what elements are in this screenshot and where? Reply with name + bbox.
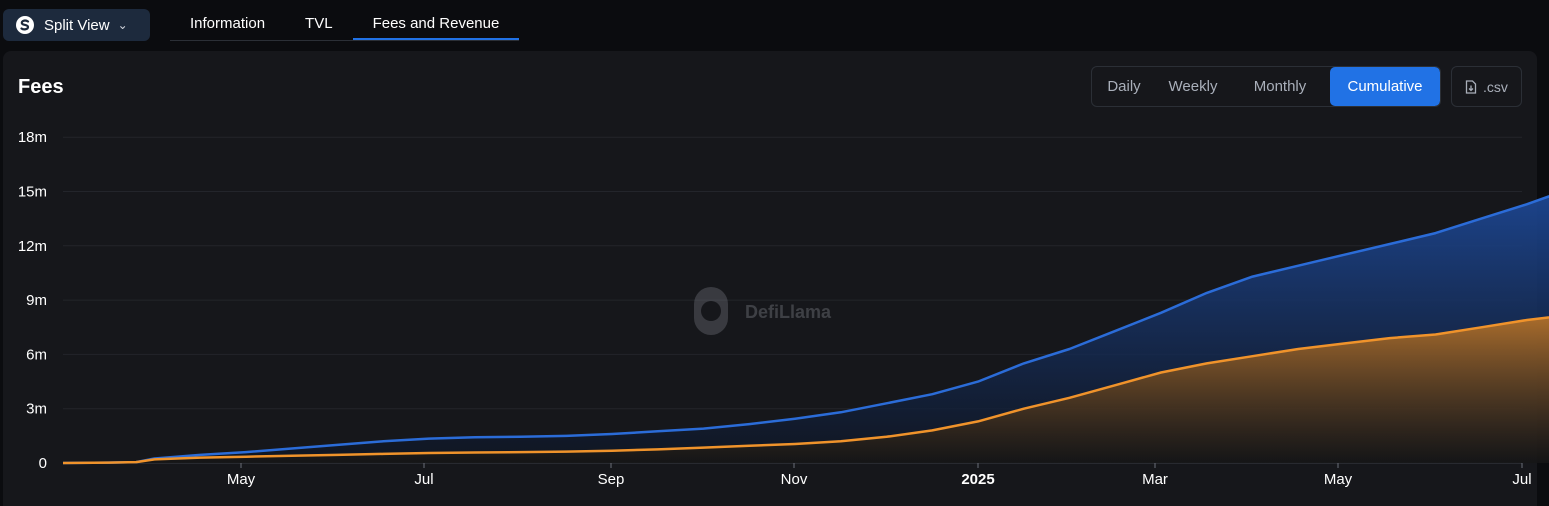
csv-download-button[interactable]: .csv [1451,66,1522,107]
split-view-button[interactable]: Split View ⌄ [3,9,150,41]
y-axis: 0 3m 6m 9m 12m 18m 15m [18,129,47,472]
series-line-fees [62,195,1549,465]
cumulative-button[interactable]: Cumulative [1330,67,1440,106]
watermark-text: DefiLlama [745,302,832,322]
top-bar: Split View ⌄ Information TVL Fees and Re… [0,0,1549,48]
series-area-revenue [63,317,1549,463]
y-tick-label: 15m [18,184,47,201]
x-tick-label: Jul [414,471,433,488]
period-toggle-group: Daily Weekly Monthly Cumulative [1091,66,1441,107]
tab-bar: Information TVL Fees and Revenue [170,9,520,41]
csv-label: .csv [1483,78,1508,95]
weekly-button[interactable]: Weekly [1168,78,1218,95]
split-view-label: Split View [44,16,110,34]
y-tick-label: 6m [26,346,47,363]
monthly-button[interactable]: Monthly [1253,78,1307,95]
x-tick-label: May [227,471,256,488]
defillama-watermark: DefiLlama [694,287,832,335]
x-tick-label: Nov [781,471,808,488]
x-axis: May Jul Sep Nov 2025 Mar May Jul [227,463,1532,488]
y-tick-label: 18m [18,129,47,146]
x-tick-label: 2025 [961,471,994,488]
tab-fees-and-revenue[interactable]: Fees and Revenue [352,9,520,40]
x-tick-label: Mar [1142,471,1168,488]
split-view-logo-icon [16,16,34,34]
x-tick-label: May [1324,471,1353,488]
file-download-icon [1465,79,1477,94]
y-tick-label: 3m [26,401,47,418]
x-tick-label: Sep [598,471,625,488]
chevron-down-icon: ⌄ [117,18,128,32]
daily-button[interactable]: Daily [1107,78,1141,95]
chart-areas [62,195,1549,465]
y-tick-label: 12m [18,238,47,255]
x-tick-label: Jul [1512,471,1531,488]
y-tick-label: 9m [26,292,47,309]
y-tick-label: 0 [39,455,47,472]
tab-information[interactable]: Information [190,15,266,32]
tab-tvl[interactable]: TVL [305,15,333,32]
panel-title: Fees [18,76,64,98]
series-line-revenue [62,316,1549,465]
